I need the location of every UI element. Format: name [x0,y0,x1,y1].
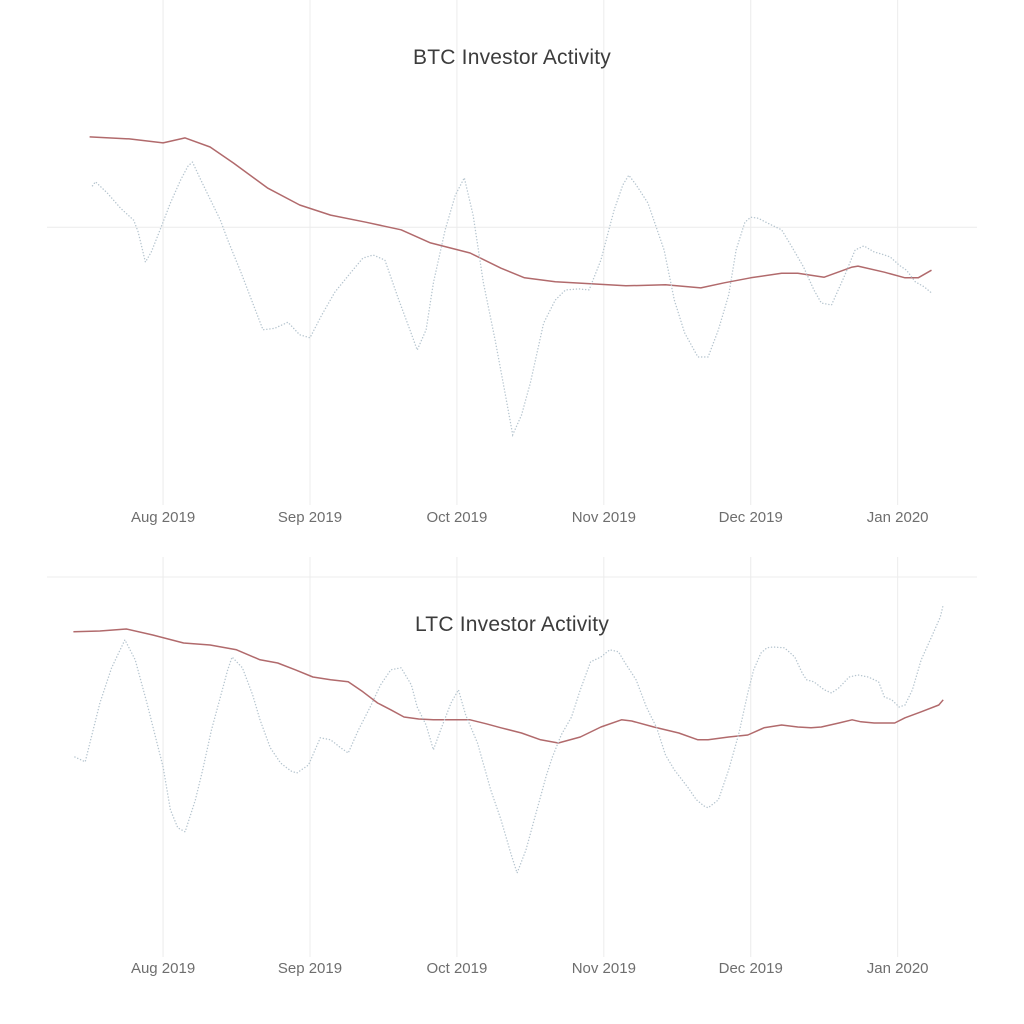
ltc-series [73,604,944,876]
x-axis-label: Aug 2019 [131,509,195,526]
x-axis-label: Dec 2019 [719,960,783,977]
ltc-chart-title: LTC Investor Activity [415,613,609,636]
x-axis-label: Oct 2019 [426,509,487,526]
ltc-gridlines [47,557,977,957]
x-axis-label: Sep 2019 [278,960,342,977]
x-axis-label: Jan 2020 [867,509,929,526]
btc-chart: Aug 2019 Sep 2019 Oct 2019 Nov 2019 Dec 2019… [47,0,977,526]
red-solid-trend [73,628,944,744]
btc-gridlines [47,0,977,505]
red-solid-trend [89,136,932,289]
ltc-chart: Aug 2019 Sep 2019 Oct 2019 Nov 2019 Dec 2019… [47,557,977,977]
x-axis-label: Nov 2019 [572,960,636,977]
x-axis-label: Nov 2019 [572,509,636,526]
btc-x-axis-labels: Aug 2019 Sep 2019 Oct 2019 Nov 2019 Dec 2019… [131,509,929,526]
x-axis-label: Sep 2019 [278,509,342,526]
x-axis-label: Oct 2019 [426,960,487,977]
btc-chart-title: BTC Investor Activity [413,46,611,69]
blue-dotted-oscillation [74,604,944,876]
btc-series [89,136,933,438]
x-axis-label: Jan 2020 [867,960,929,977]
blue-dotted-oscillation [91,160,933,438]
x-axis-label: Dec 2019 [719,509,783,526]
x-axis-label: Aug 2019 [131,960,195,977]
ltc-x-axis-labels: Aug 2019 Sep 2019 Oct 2019 Nov 2019 Dec 2019… [131,960,929,977]
